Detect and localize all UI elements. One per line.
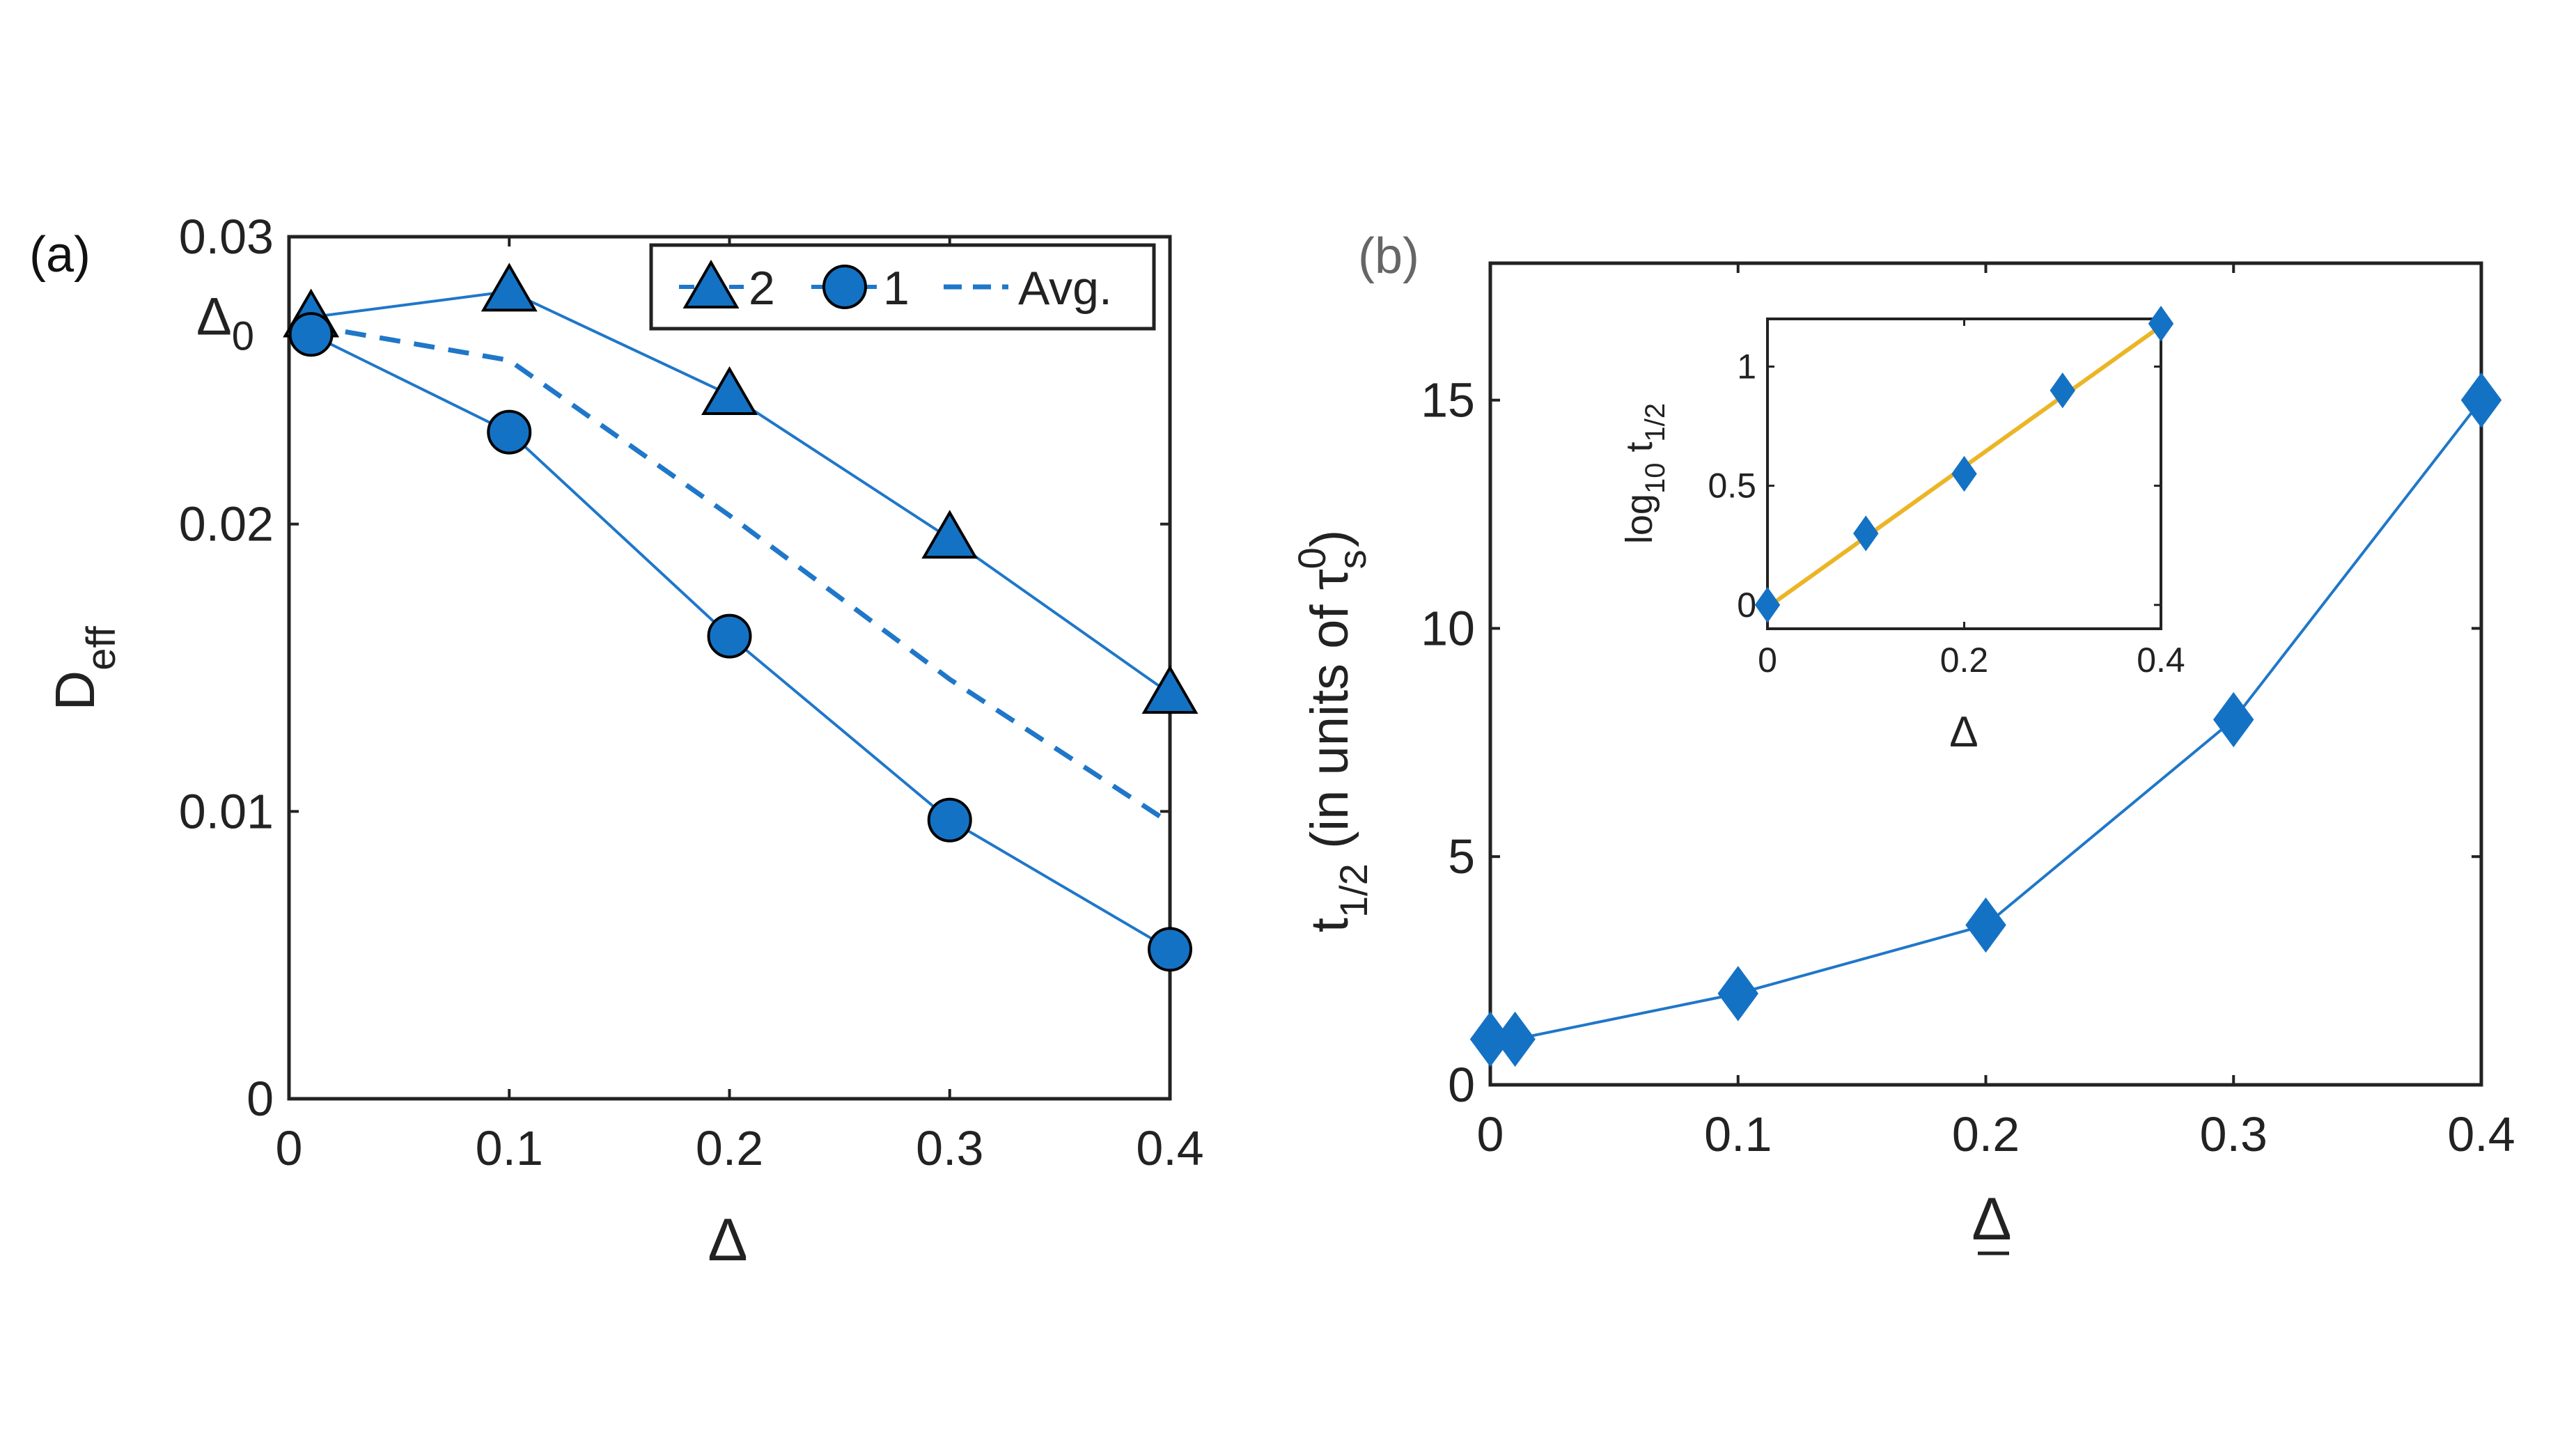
diamond-marker [1965,897,2006,953]
diamond-marker [1717,966,1758,1021]
inset-diamond-marker [1853,515,1879,551]
b-ylabel-rest: (in units of τ [1300,569,1359,863]
panel-a-delta0-annotation: Δ0 [196,288,254,359]
triangle-marker [701,366,758,415]
legend-label-avg: Avg. [1018,262,1112,315]
panel-b-markers [1469,372,2502,1067]
panel-a-plot: 0 0.1 0.2 0.3 0.4 0 0.01 0.02 0.03 [179,210,1204,1175]
circle-marker [707,613,752,659]
panel-b-label: (b) [1358,228,1419,284]
y-tick-label: 5 [1448,829,1475,884]
b-ylabel-end: ) [1300,530,1359,547]
inset-ylabel-rest: t [1618,442,1660,463]
diamond-marker [1494,1011,1536,1067]
x-tick-label: 0.4 [2137,641,2185,680]
circle-marker [1148,927,1192,972]
diamond-marker [2460,372,2502,428]
triangle-marker [921,510,978,559]
x-tick-label: 0.4 [2447,1107,2515,1161]
inset-ylabel-log: log [1618,494,1660,544]
x-tick-label: 0.1 [1704,1107,1772,1161]
x-tick-label: 0 [276,1121,303,1175]
y-tick-label: 1 [1737,347,1756,386]
panel-a-label: (a) [29,227,91,283]
y-tick-label: 0.03 [179,210,274,264]
legend-marker-triangle [682,260,740,308]
y-tick-label: 0 [1737,586,1756,625]
legend-label-2: 2 [749,262,775,315]
inset-ylabel: log10 t1/2 [1618,403,1671,544]
panel-a-ylabel: Deff [44,626,124,711]
panel-a-markers [283,263,1199,972]
delta0-main: Δ [196,288,232,347]
panel-a-ticks: 0 0.1 0.2 0.3 0.4 0 0.01 0.02 0.03 [179,210,1204,1175]
y-tick-label: 10 [1421,601,1475,655]
y-tick-label: 0 [247,1072,274,1126]
panel-a-ylabel-main: D [44,671,106,711]
inset-diamond-marker [1754,587,1781,623]
y-tick-label: 0.01 [179,784,274,838]
inset-ticks: 0 0.2 0.4 0 0.5 1 [1708,319,2185,680]
inset-markers [1754,306,2174,623]
y-tick-label: 0 [1448,1058,1475,1112]
triangle-marker [1141,665,1199,714]
panel-b-inset: 0 0.2 0.4 0 0.5 1 [1708,306,2185,680]
y-tick-label: 0.5 [1708,467,1756,506]
inset-diamond-marker [2148,306,2174,342]
x-tick-label: 0.3 [916,1121,983,1175]
y-tick-label: 0.02 [179,497,274,551]
delta0-sub: 0 [232,314,254,359]
y-tick-label: 15 [1421,373,1475,428]
inset-diamond-marker [1951,455,1977,492]
x-tick-label: 0 [1758,641,1777,680]
x-tick-label: 0 [1477,1107,1504,1161]
panel-a-axes-box [287,235,1172,1101]
circle-marker [487,409,532,455]
x-tick-label: 0.3 [2200,1107,2267,1161]
inset-ylabel-sub: 10 [1640,463,1671,494]
x-tick-label: 0.2 [1952,1107,2020,1161]
diamond-marker [2213,691,2254,748]
inset-diamond-marker [2050,372,2075,409]
panel-a-ylabel-sub: eff [79,626,124,671]
panel-a-legend: 2 1 Avg. [649,243,1156,331]
x-tick-label: 0.2 [696,1121,763,1175]
circle-marker [288,312,334,357]
b-ylabel-sub: 1/2 [1332,863,1375,918]
panel-b-ylabel: t1/2 (in units of τs0) [1290,530,1375,932]
circle-marker [927,797,972,843]
b-ylabel-sub2: s [1330,549,1374,569]
x-tick-label: 0.4 [1136,1121,1203,1175]
inset-ylabel-sub2: 1/2 [1640,403,1671,442]
x-tick-label: 0.2 [1940,641,1989,680]
b-ylabel-t: t [1300,918,1359,932]
b-ylabel-sup2: 0 [1290,547,1334,569]
panel-b-xlabel: Δ [1972,1186,2011,1253]
triangle-marker [481,263,538,312]
series-line-Avg. [311,323,1171,825]
x-tick-label: 0.1 [476,1121,543,1175]
legend-label-1: 1 [883,262,910,315]
panel-a-xlabel: Δ [708,1207,747,1274]
legend-marker-circle [822,265,867,309]
inset-xlabel: Δ [1949,708,1978,756]
